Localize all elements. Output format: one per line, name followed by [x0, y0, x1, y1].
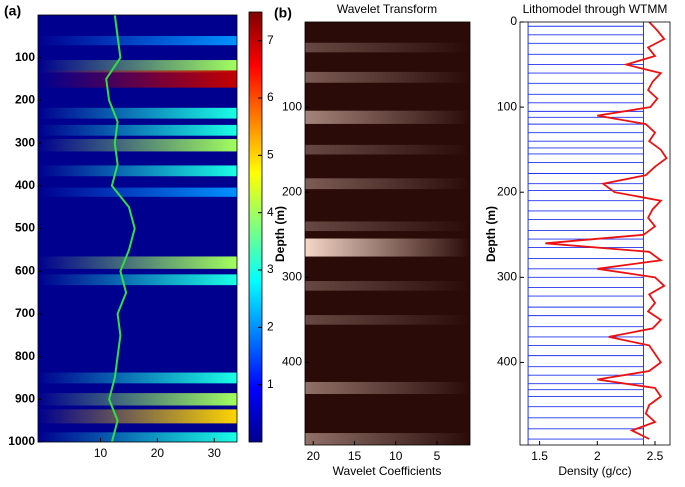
- heatmap-band: [305, 71, 470, 83]
- plot-area: [520, 22, 670, 445]
- y-axis-label: Depth (m): [273, 206, 287, 262]
- y-tick-label: 0: [510, 14, 517, 28]
- heatmap-band: [38, 70, 237, 88]
- y-tick-label: 300: [15, 135, 35, 149]
- heatmap-band: [38, 139, 237, 152]
- heatmap-band: [38, 256, 237, 269]
- x-tick-label: 10: [94, 446, 108, 460]
- heatmap-band: [305, 315, 470, 325]
- x-tick-label: 15: [348, 449, 362, 463]
- heatmap-band: [305, 281, 470, 291]
- colorbar-tick-label: 6: [267, 90, 274, 104]
- y-tick-label: 100: [15, 50, 35, 64]
- heatmap-band: [38, 107, 237, 119]
- y-tick-label: 200: [497, 184, 517, 198]
- panel-label: (b): [274, 5, 292, 21]
- plot-frame: [519, 21, 671, 446]
- heatmap-band: [305, 144, 470, 155]
- x-axis-label: Wavelet Coefficients: [333, 464, 442, 478]
- y-tick-label: 400: [282, 355, 302, 369]
- y-tick-label: 400: [15, 178, 35, 192]
- x-tick-label: 2.5: [647, 449, 664, 463]
- heatmap-band: [38, 60, 237, 73]
- heatmap-band: [38, 274, 237, 286]
- y-tick-label: 800: [15, 349, 35, 363]
- heatmap-band: [38, 124, 237, 136]
- x-tick-label: 20: [151, 446, 165, 460]
- x-tick-label: 20: [307, 449, 321, 463]
- heatmap-band: [305, 110, 470, 124]
- y-tick-label: 300: [282, 270, 302, 284]
- y-tick-label: 300: [497, 270, 517, 284]
- chart-title: Wavelet Transform: [337, 2, 437, 16]
- colorbar-tick-label: 2: [267, 320, 274, 334]
- heatmap-band: [38, 187, 237, 197]
- plot-content: [305, 42, 470, 445]
- heatmap-band: [38, 432, 237, 442]
- heatmap-band: [305, 238, 470, 257]
- panel-label: (a): [4, 3, 21, 19]
- heatmap-band: [38, 409, 237, 424]
- y-tick-label: 100: [497, 99, 517, 113]
- heatmap-band: [38, 393, 237, 406]
- chart-title: Lithomodel through WTMM: [523, 2, 668, 16]
- y-axis-label: Depth (m): [484, 206, 498, 262]
- curve: [545, 22, 668, 440]
- heatmap-band: [305, 433, 470, 445]
- y-tick-label: 900: [15, 391, 35, 405]
- y-tick-label: 400: [497, 355, 517, 369]
- y-tick-label: 200: [15, 93, 35, 107]
- colorbar-tick-label: 3: [267, 262, 274, 276]
- y-tick-label: 100: [282, 99, 302, 113]
- heatmap-band: [305, 178, 470, 190]
- x-axis-label: Density (g/cc): [558, 464, 631, 478]
- heatmap-band: [38, 36, 237, 46]
- plot-content: [38, 15, 237, 442]
- y-tick-label: 200: [282, 184, 302, 198]
- heatmap-band: [38, 372, 237, 384]
- heatmap-band: [305, 42, 470, 53]
- y-tick-label: 500: [15, 221, 35, 235]
- x-tick-label: 30: [208, 446, 222, 460]
- y-tick-label: 600: [15, 263, 35, 277]
- curve: [105, 15, 136, 442]
- plot-area: [305, 22, 470, 445]
- plot-content: [527, 22, 668, 445]
- plot-frame: [304, 21, 471, 446]
- colorbar-tick-label: 7: [267, 33, 274, 47]
- y-tick-label: 700: [15, 306, 35, 320]
- x-tick-label: 5: [434, 449, 441, 463]
- x-tick-label: 1.5: [531, 449, 548, 463]
- colorbar-tick-label: 5: [267, 148, 274, 162]
- heatmap-band: [305, 381, 470, 394]
- x-tick-label: 10: [389, 449, 403, 463]
- colorbar: [248, 11, 263, 443]
- colorbar-tick-label: 4: [267, 205, 274, 219]
- heatmap-band: [305, 221, 470, 232]
- y-tick-label: 1000: [8, 434, 35, 448]
- colorbar-tick-label: 1: [267, 377, 274, 391]
- heatmap-band: [38, 165, 237, 177]
- x-tick-label: 2: [594, 449, 601, 463]
